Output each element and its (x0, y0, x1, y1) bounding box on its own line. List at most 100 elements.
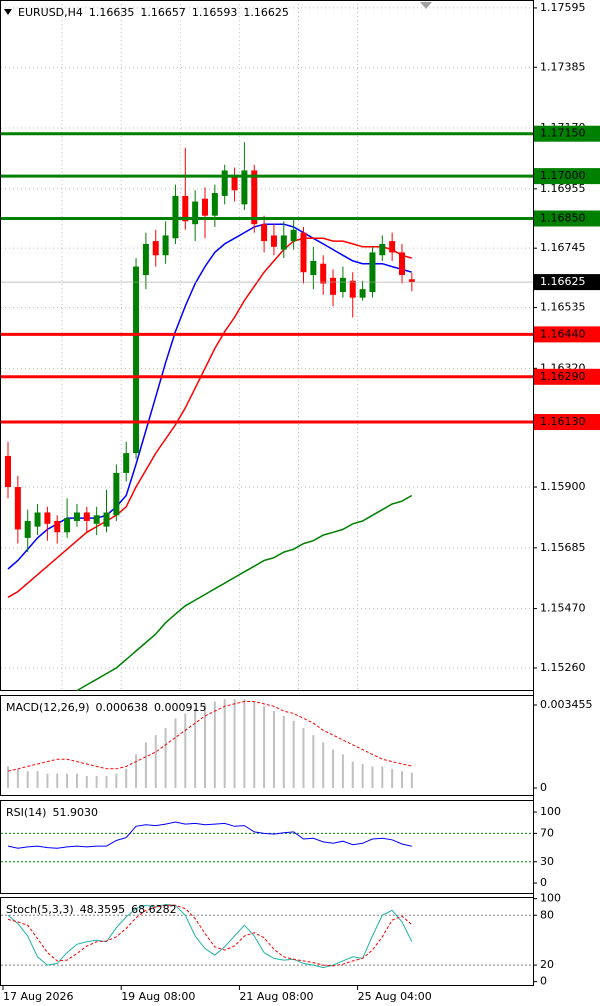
macd-bar (341, 754, 344, 789)
candle-body (349, 280, 356, 298)
y-tick-label: 1.15260 (540, 661, 586, 674)
candle-body (231, 176, 238, 191)
macd-bar (26, 771, 29, 789)
indicator-title: MACD(12,26,9) (6, 701, 90, 714)
macd-bar (223, 699, 226, 789)
y-tick-label: 0 (540, 781, 547, 794)
level-label: 1.16290 (540, 370, 586, 383)
candle-body (379, 243, 386, 256)
macd-bar (351, 761, 354, 789)
candle-body (202, 198, 208, 216)
candle-body (221, 170, 228, 196)
header-value: 51.9030 (52, 806, 98, 819)
macd-bar (391, 768, 394, 789)
y-tick-label: 1.17385 (540, 60, 586, 73)
macd-bar (204, 703, 206, 789)
candle-body (83, 512, 90, 521)
macd-bar (75, 773, 78, 789)
x-tick-label: 19 Aug 08:00 (121, 990, 195, 1003)
candle-body (280, 235, 287, 250)
candle-body (369, 252, 376, 292)
y-tick-label: 1.16535 (540, 301, 586, 314)
candle-body (211, 193, 218, 216)
macd-bar (174, 718, 177, 789)
macd-bar (85, 776, 88, 789)
y-tick-label: 0 (540, 975, 547, 988)
macd-bar (125, 768, 128, 789)
macd-bar (233, 699, 236, 789)
x-tick-label: 21 Aug 08:00 (239, 990, 313, 1003)
indicator-line (7, 237, 413, 598)
menu-arrow[interactable] (4, 9, 12, 15)
header-value: 1.16625 (243, 6, 289, 19)
header-value: 68.6282 (131, 903, 177, 916)
macd-bar (243, 699, 246, 789)
macd-bar (272, 711, 275, 789)
candle-body (44, 512, 51, 524)
indicator-line (7, 903, 413, 969)
header-value: 0.000638 (96, 701, 149, 714)
indicator-line (7, 701, 412, 772)
candle-body (182, 195, 189, 222)
level-box (534, 414, 600, 431)
macd-bar (154, 735, 157, 789)
y-tick-label: 1.15470 (540, 602, 586, 615)
macd-bar (410, 772, 413, 789)
candle-body (24, 520, 31, 538)
macd-bar (292, 720, 295, 789)
y-tick-label: 80 (540, 908, 554, 921)
level-box (534, 125, 600, 142)
macd-bar (213, 701, 216, 789)
macd-bar (16, 768, 19, 789)
candle-body (64, 518, 71, 533)
candle-body (162, 235, 169, 256)
macd-bar (115, 773, 118, 789)
y-tick-label: 1.15685 (540, 541, 586, 554)
y-tick-label: 1.16955 (540, 182, 586, 195)
macd-bar (66, 773, 69, 789)
macd-bar (312, 735, 315, 789)
candle-body (300, 232, 307, 273)
macd-bar (332, 749, 335, 789)
candle-body (142, 243, 149, 276)
candle-body (310, 260, 317, 276)
macd-bar (46, 773, 49, 789)
candle-body (241, 170, 248, 205)
macd-bar (95, 776, 98, 789)
shift-marker (420, 2, 432, 9)
y-tick-label: 100 (540, 805, 561, 818)
y-tick-label: 30 (540, 855, 554, 868)
x-tick-label: 25 Aug 04:00 (358, 990, 432, 1003)
candle-body (14, 487, 21, 530)
level-label: 1.17000 (540, 169, 586, 182)
macd-bar (194, 708, 197, 789)
candle-body (192, 201, 199, 225)
candle-body (389, 241, 396, 253)
macd-bar (253, 701, 256, 789)
level-label: 1.16850 (540, 212, 586, 225)
candle-body (133, 266, 140, 454)
y-tick-label: 0 (540, 876, 547, 889)
candle-body (330, 277, 337, 295)
level-box (534, 326, 600, 343)
macd-bar (144, 742, 147, 789)
candle-body (34, 512, 41, 527)
candle-body (320, 263, 327, 284)
macd-bar (322, 742, 325, 789)
level-label: 1.16440 (540, 327, 586, 340)
indicator-line (76, 494, 413, 692)
header-value: 1.16657 (140, 6, 186, 19)
level-box (534, 210, 600, 227)
indicator-line (7, 821, 412, 849)
y-tick-label: 20 (540, 958, 554, 971)
candle-body (152, 241, 159, 256)
candle-body (73, 512, 80, 521)
macd-bar (401, 771, 403, 789)
level-box (534, 168, 600, 185)
macd-bar (381, 766, 384, 789)
x-tick-label: 17 Aug 2026 (3, 990, 73, 1003)
candle-body (261, 224, 268, 242)
header-value: 1.16593 (192, 6, 238, 19)
